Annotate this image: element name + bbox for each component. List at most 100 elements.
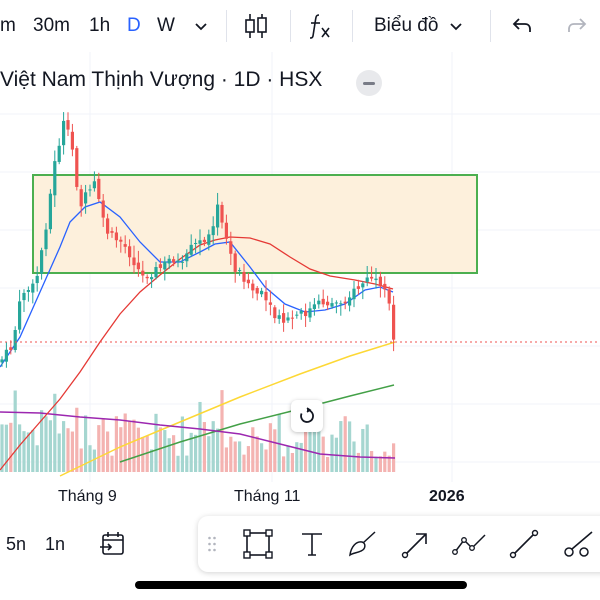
candle-body — [304, 310, 308, 317]
candle-body — [330, 303, 334, 307]
candle-body — [106, 218, 110, 234]
trend-line-tool[interactable] — [504, 524, 544, 564]
volume-bar — [53, 393, 57, 472]
volume-bar — [13, 390, 17, 472]
candle-body — [194, 242, 198, 244]
volume-bar — [145, 435, 149, 472]
text-tool[interactable] — [292, 524, 332, 564]
candle-body — [387, 289, 391, 304]
interval-dropdown[interactable] — [193, 0, 209, 52]
chart-menu-button[interactable]: Biểu đồ — [374, 0, 464, 52]
volume-bar — [132, 419, 136, 472]
volume-bar — [290, 452, 294, 472]
volume-bar — [286, 445, 290, 472]
volume-bar — [163, 430, 167, 472]
volume-bar — [106, 431, 110, 472]
brush-tool[interactable] — [344, 524, 384, 564]
volume-bar — [48, 420, 52, 472]
volume-bar — [317, 421, 321, 472]
redo-button[interactable] — [565, 0, 589, 52]
volume-bar — [264, 449, 268, 472]
candle-body — [110, 231, 114, 233]
candle-body — [13, 330, 17, 350]
volume-bar — [383, 451, 387, 472]
candle-body — [198, 240, 202, 244]
interval-d[interactable]: D — [127, 15, 141, 36]
chart-type-button[interactable] — [243, 0, 269, 52]
price-chart[interactable] — [0, 52, 600, 512]
volume-bar — [246, 446, 250, 472]
volume-bar — [66, 428, 70, 472]
candlestick-icon — [245, 14, 267, 38]
volume-bar — [238, 441, 242, 472]
path-icon — [452, 534, 486, 555]
candle-body — [66, 120, 70, 130]
candle-body — [246, 279, 250, 284]
volume-bar — [251, 427, 255, 472]
volume-bar — [75, 407, 79, 472]
candle-body — [392, 304, 396, 340]
volume-bar — [40, 410, 44, 472]
volume-bar — [114, 416, 118, 472]
candle-body — [308, 308, 312, 318]
candle-body — [282, 313, 286, 323]
candle-body — [383, 283, 387, 290]
volume-bar — [211, 421, 215, 472]
path-tool[interactable] — [450, 524, 490, 564]
range-5n[interactable]: 5n — [6, 533, 27, 554]
volume-bar — [119, 427, 123, 472]
candle-body — [233, 253, 237, 272]
candle-body — [242, 271, 246, 282]
candle-body — [255, 287, 259, 294]
time-axis[interactable]: Tháng 9 Tháng 11 2026 — [0, 482, 600, 512]
interval-30m[interactable]: 30m — [33, 15, 70, 36]
chart-area[interactable] — [0, 52, 600, 512]
interval-1h[interactable]: 1h — [89, 15, 111, 36]
volume-bar — [172, 435, 176, 472]
candle-body — [26, 290, 30, 292]
symbol-title[interactable]: Việt Nam Thịnh Vượng · 1D · HSX — [0, 68, 323, 91]
rectangle-tool[interactable] — [238, 524, 278, 564]
drag-handle[interactable] — [198, 524, 226, 564]
time-label-2026: 2026 — [429, 488, 465, 505]
candle-body — [145, 276, 149, 279]
top-toolbar: m 30m 1h D W Biểu đồ — [0, 0, 600, 52]
minus-icon — [363, 81, 375, 85]
candle-body — [35, 275, 39, 284]
goto-date-button[interactable] — [98, 512, 128, 576]
collapse-legend-button[interactable] — [356, 70, 382, 96]
volume-bar — [180, 416, 184, 472]
candle-body — [365, 277, 369, 282]
interval-m[interactable]: m — [0, 15, 16, 36]
candle-body — [123, 244, 127, 247]
candle-body — [4, 349, 8, 362]
ray-tool[interactable] — [558, 524, 598, 564]
candle-body — [172, 259, 176, 263]
arrow-tool[interactable] — [396, 524, 436, 564]
candle-body — [9, 347, 13, 351]
time-label-thang11: Tháng 11 — [234, 488, 301, 505]
volume-bar — [374, 456, 378, 472]
fx-icon — [309, 14, 330, 39]
volume-bar — [22, 431, 26, 472]
candle-body — [361, 283, 365, 288]
volume-bar — [216, 428, 220, 472]
candle-body — [53, 161, 57, 196]
reset-chart-button[interactable] — [291, 400, 323, 432]
volume-bar — [326, 456, 330, 472]
volume-bar — [176, 455, 180, 472]
toolbar-divider — [290, 10, 291, 42]
volume-bar — [31, 429, 35, 472]
undo-button[interactable] — [510, 0, 534, 52]
candle-body — [356, 286, 360, 289]
candle-body — [220, 204, 224, 223]
ma-long-line — [119, 384, 395, 463]
volume-bar — [167, 438, 171, 472]
interval-w[interactable]: W — [157, 15, 175, 36]
volume-bar — [136, 427, 140, 472]
volume-bar — [198, 401, 202, 472]
indicators-button[interactable] — [306, 0, 334, 52]
range-1n[interactable]: 1n — [45, 533, 66, 554]
candle-body — [101, 200, 105, 218]
volume-bar — [268, 423, 272, 472]
